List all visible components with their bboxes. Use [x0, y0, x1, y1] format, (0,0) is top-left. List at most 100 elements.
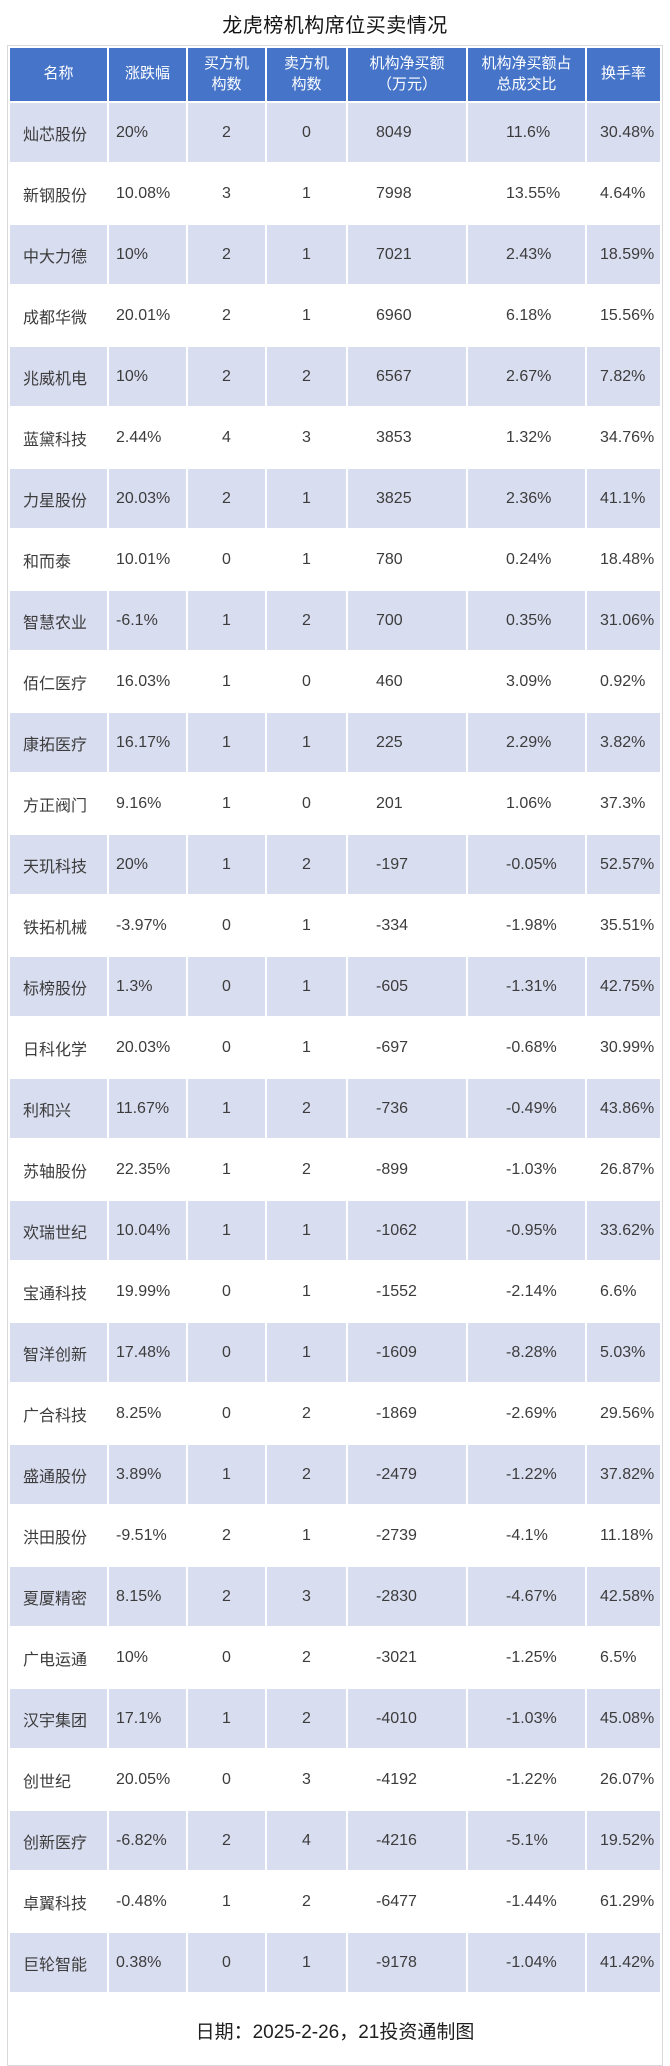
- cell-buyer-inst-count: 2: [186, 1809, 267, 1872]
- table-row: 夏厦精密 8.15% 2 3 -2830 -4.67% 42.58%: [8, 1565, 662, 1628]
- cell-name: 兆威机电: [8, 345, 109, 408]
- cell-net-buy-amount: -6477: [346, 1870, 468, 1933]
- cell-name: 创新医疗: [8, 1809, 109, 1872]
- cell-net-buy-amount: -1062: [346, 1199, 468, 1262]
- cell-net-buy-ratio: -1.98%: [466, 894, 587, 957]
- cell-turnover-rate: 61.29%: [585, 1870, 662, 1933]
- cell-seller-inst-count: 1: [265, 1321, 348, 1384]
- table-row: 天玑科技 20% 1 2 -197 -0.05% 52.57%: [8, 833, 662, 896]
- cell-name: 智洋创新: [8, 1321, 109, 1384]
- cell-name: 铁拓机械: [8, 894, 109, 957]
- cell-turnover-rate: 4.64%: [585, 162, 662, 225]
- table-header-row: 名称 涨跌幅 买方机 构数 卖方机 构数 机构净买额 （万元） 机构净买额占 总…: [8, 46, 662, 103]
- cell-seller-inst-count: 2: [265, 1077, 348, 1140]
- cell-seller-inst-count: 1: [265, 711, 348, 774]
- column-header-seller-inst-count: 卖方机 构数: [265, 46, 348, 103]
- cell-name: 洪田股份: [8, 1504, 109, 1567]
- cell-net-buy-amount: 700: [346, 589, 468, 652]
- cell-net-buy-amount: -9178: [346, 1931, 468, 1994]
- cell-turnover-rate: 0.92%: [585, 650, 662, 713]
- cell-name: 佰仁医疗: [8, 650, 109, 713]
- cell-net-buy-ratio: -1.03%: [466, 1138, 587, 1201]
- table-row: 巨轮智能 0.38% 0 1 -9178 -1.04% 41.42%: [8, 1931, 662, 1994]
- cell-buyer-inst-count: 0: [186, 1321, 267, 1384]
- cell-buyer-inst-count: 1: [186, 1138, 267, 1201]
- cell-net-buy-amount: 3825: [346, 467, 468, 530]
- cell-net-buy-amount: 225: [346, 711, 468, 774]
- cell-buyer-inst-count: 0: [186, 955, 267, 1018]
- cell-buyer-inst-count: 2: [186, 345, 267, 408]
- cell-seller-inst-count: 1: [265, 162, 348, 225]
- column-header-change-pct: 涨跌幅: [107, 46, 188, 103]
- cell-turnover-rate: 33.62%: [585, 1199, 662, 1262]
- cell-net-buy-ratio: -4.1%: [466, 1504, 587, 1567]
- table-row: 智洋创新 17.48% 0 1 -1609 -8.28% 5.03%: [8, 1321, 662, 1384]
- cell-net-buy-ratio: -0.68%: [466, 1016, 587, 1079]
- cell-net-buy-amount: 7998: [346, 162, 468, 225]
- cell-turnover-rate: 15.56%: [585, 284, 662, 347]
- cell-name: 宝通科技: [8, 1260, 109, 1323]
- cell-net-buy-amount: -4216: [346, 1809, 468, 1872]
- cell-net-buy-ratio: -1.04%: [466, 1931, 587, 1994]
- table-row: 灿芯股份 20% 2 0 8049 11.6% 30.48%: [8, 101, 662, 164]
- cell-name: 利和兴: [8, 1077, 109, 1140]
- cell-buyer-inst-count: 1: [186, 1199, 267, 1262]
- cell-net-buy-ratio: -1.31%: [466, 955, 587, 1018]
- cell-net-buy-ratio: 0.24%: [466, 528, 587, 591]
- cell-change-pct: 20.03%: [107, 1016, 188, 1079]
- cell-seller-inst-count: 1: [265, 1260, 348, 1323]
- table-row: 方正阀门 9.16% 1 0 201 1.06% 37.3%: [8, 772, 662, 835]
- cell-change-pct: 20.05%: [107, 1748, 188, 1811]
- cell-turnover-rate: 3.82%: [585, 711, 662, 774]
- cell-name: 巨轮智能: [8, 1931, 109, 1994]
- cell-change-pct: 17.1%: [107, 1687, 188, 1750]
- table-row: 康拓医疗 16.17% 1 1 225 2.29% 3.82%: [8, 711, 662, 774]
- cell-seller-inst-count: 1: [265, 223, 348, 286]
- table-row: 中大力德 10% 2 1 7021 2.43% 18.59%: [8, 223, 662, 286]
- cell-name: 康拓医疗: [8, 711, 109, 774]
- cell-net-buy-amount: -736: [346, 1077, 468, 1140]
- cell-buyer-inst-count: 2: [186, 1565, 267, 1628]
- cell-turnover-rate: 42.58%: [585, 1565, 662, 1628]
- cell-net-buy-ratio: -1.22%: [466, 1748, 587, 1811]
- cell-name: 卓翼科技: [8, 1870, 109, 1933]
- cell-net-buy-ratio: -1.25%: [466, 1626, 587, 1689]
- table-row: 标榜股份 1.3% 0 1 -605 -1.31% 42.75%: [8, 955, 662, 1018]
- cell-change-pct: 16.03%: [107, 650, 188, 713]
- cell-seller-inst-count: 1: [265, 1931, 348, 1994]
- cell-change-pct: 10.08%: [107, 162, 188, 225]
- cell-turnover-rate: 31.06%: [585, 589, 662, 652]
- cell-net-buy-ratio: 1.06%: [466, 772, 587, 835]
- cell-name: 夏厦精密: [8, 1565, 109, 1628]
- cell-net-buy-amount: -197: [346, 833, 468, 896]
- cell-turnover-rate: 26.87%: [585, 1138, 662, 1201]
- cell-change-pct: 2.44%: [107, 406, 188, 469]
- cell-seller-inst-count: 1: [265, 894, 348, 957]
- cell-net-buy-amount: 6567: [346, 345, 468, 408]
- cell-turnover-rate: 11.18%: [585, 1504, 662, 1567]
- cell-change-pct: 20.03%: [107, 467, 188, 530]
- cell-buyer-inst-count: 1: [186, 589, 267, 652]
- cell-net-buy-amount: 6960: [346, 284, 468, 347]
- cell-buyer-inst-count: 2: [186, 223, 267, 286]
- cell-change-pct: 19.99%: [107, 1260, 188, 1323]
- cell-seller-inst-count: 1: [265, 528, 348, 591]
- cell-seller-inst-count: 2: [265, 833, 348, 896]
- table-row: 和而泰 10.01% 0 1 780 0.24% 18.48%: [8, 528, 662, 591]
- cell-seller-inst-count: 2: [265, 1443, 348, 1506]
- table-row: 铁拓机械 -3.97% 0 1 -334 -1.98% 35.51%: [8, 894, 662, 957]
- cell-seller-inst-count: 3: [265, 1565, 348, 1628]
- cell-name: 广电运通: [8, 1626, 109, 1689]
- cell-name: 灿芯股份: [8, 101, 109, 164]
- cell-seller-inst-count: 2: [265, 1626, 348, 1689]
- cell-buyer-inst-count: 0: [186, 1382, 267, 1445]
- cell-name: 苏轴股份: [8, 1138, 109, 1201]
- cell-buyer-inst-count: 2: [186, 101, 267, 164]
- cell-turnover-rate: 18.48%: [585, 528, 662, 591]
- cell-buyer-inst-count: 2: [186, 467, 267, 530]
- cell-net-buy-amount: -4010: [346, 1687, 468, 1750]
- cell-name: 创世纪: [8, 1748, 109, 1811]
- cell-seller-inst-count: 1: [265, 467, 348, 530]
- cell-net-buy-ratio: -2.69%: [466, 1382, 587, 1445]
- cell-change-pct: 10%: [107, 345, 188, 408]
